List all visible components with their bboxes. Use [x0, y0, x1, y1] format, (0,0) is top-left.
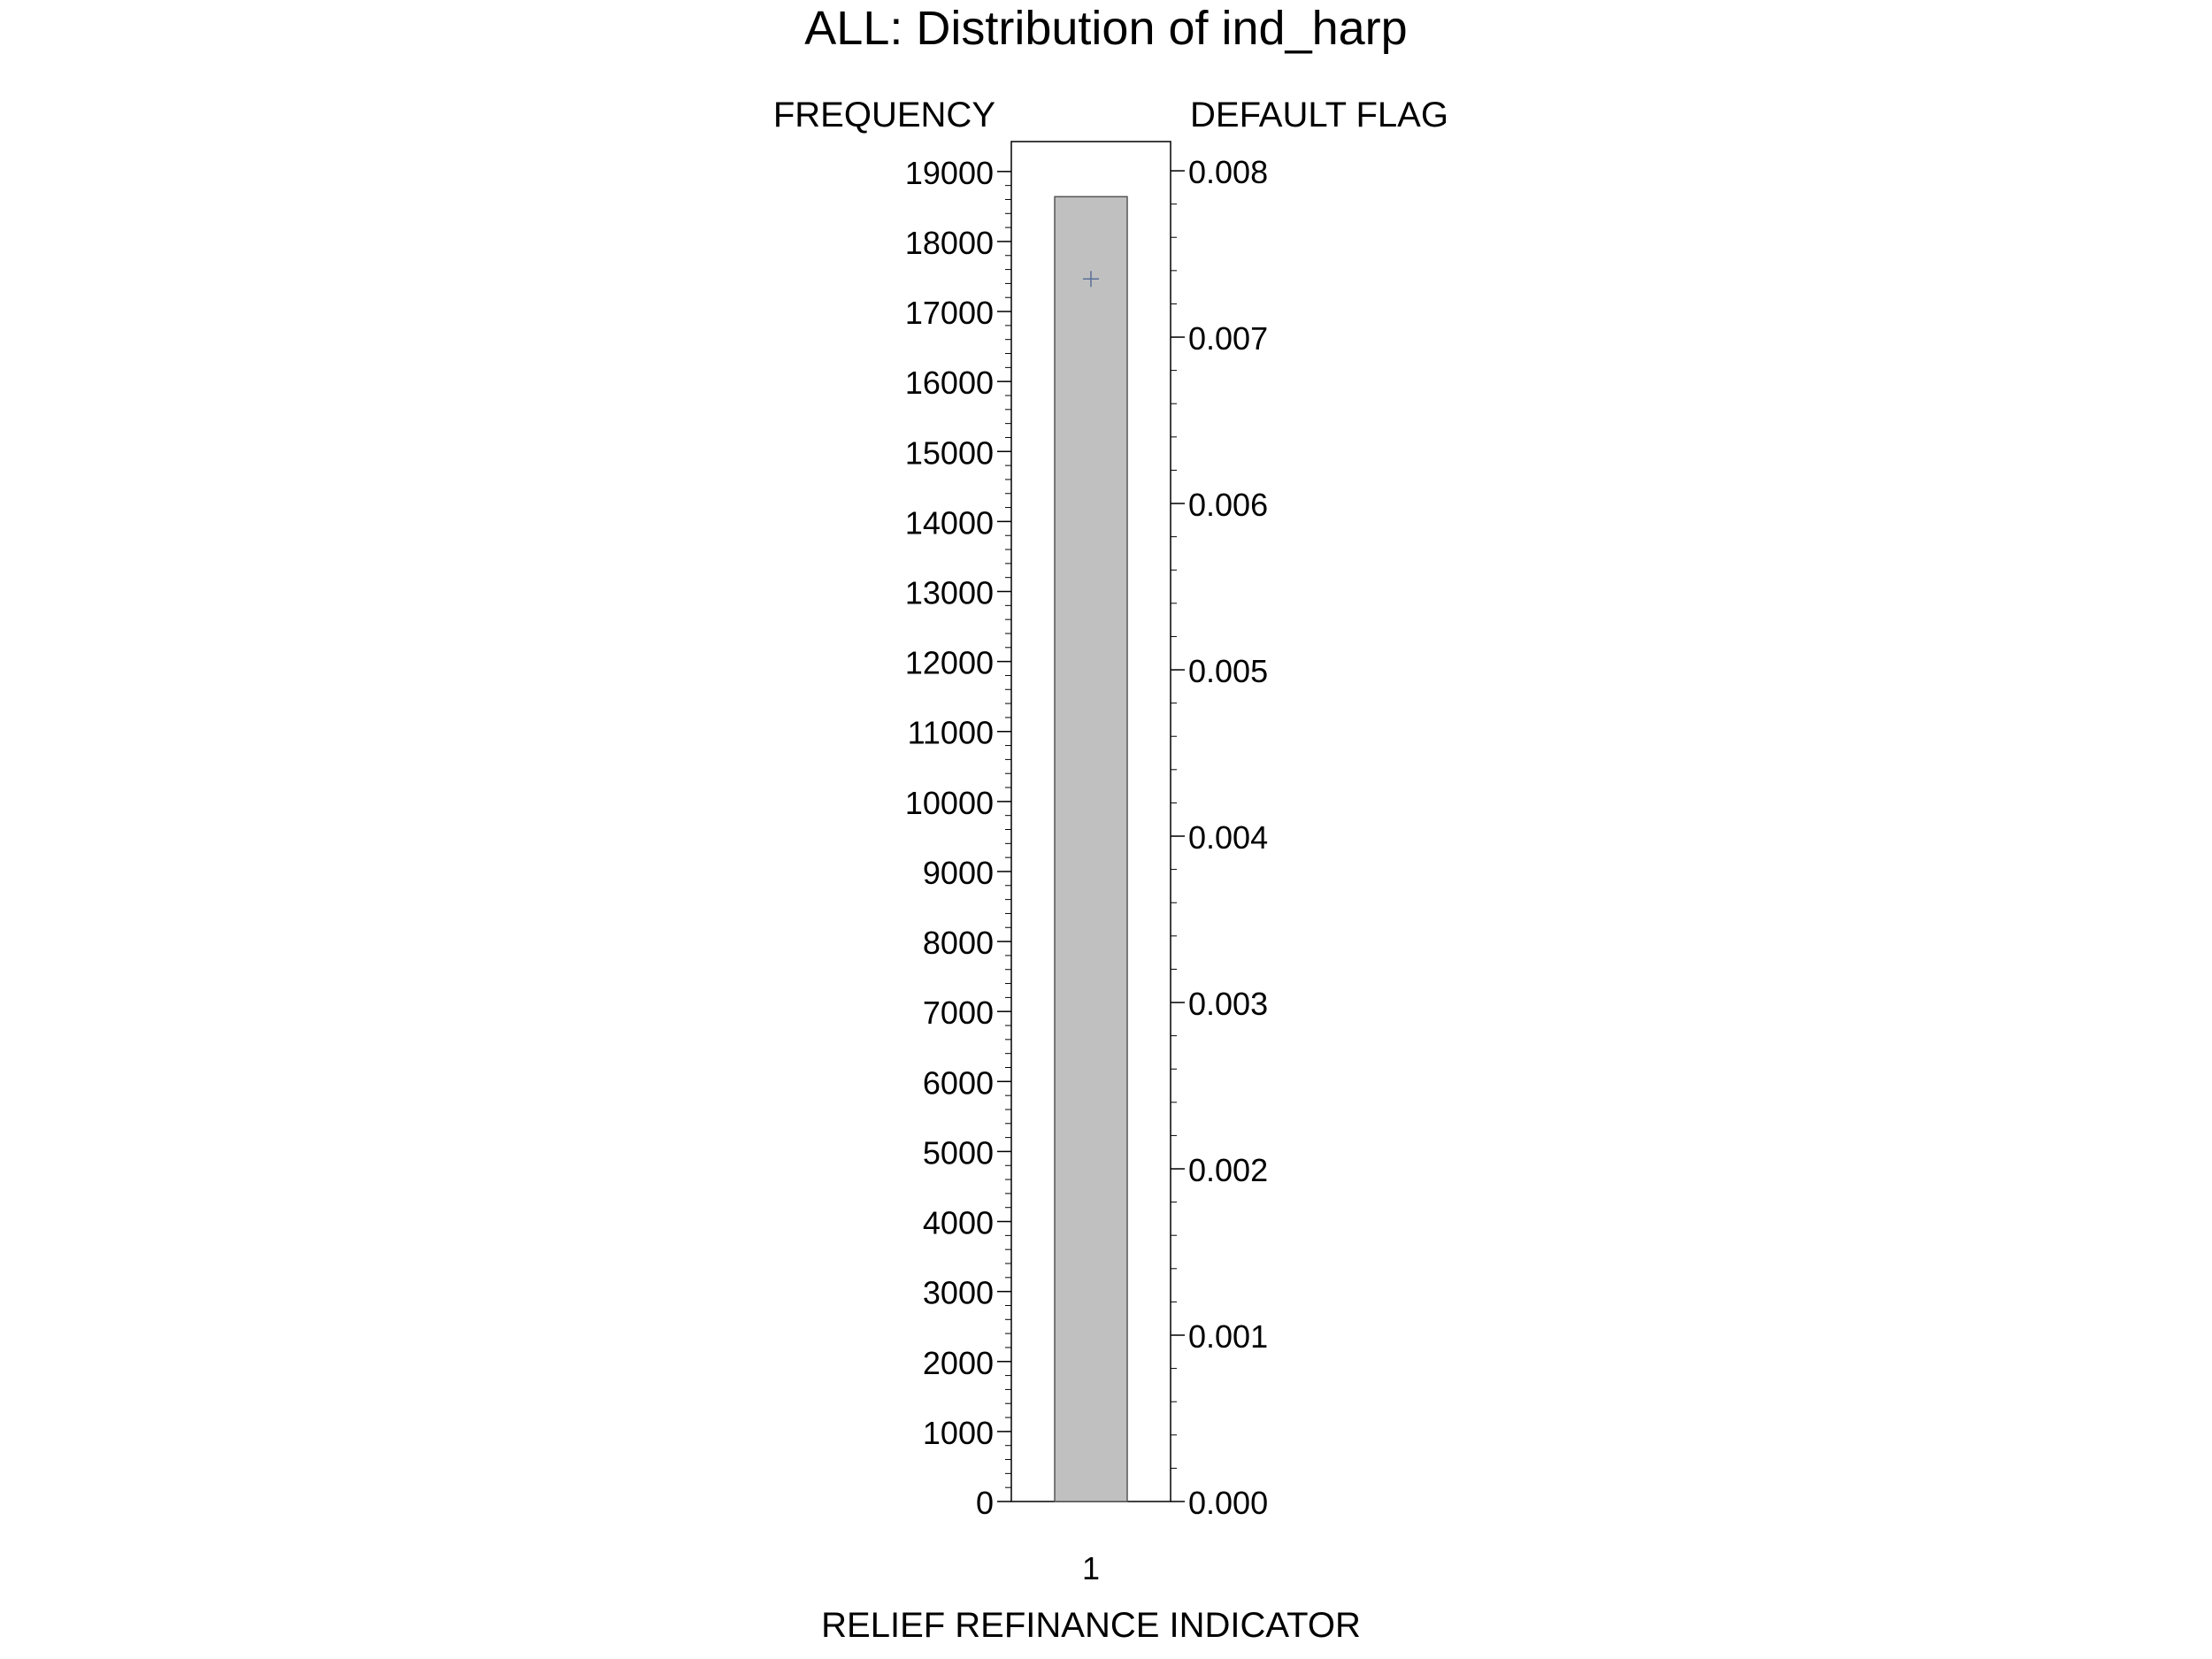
y-tick-label: 3000: [923, 1275, 994, 1311]
y2-axis-label: DEFAULT FLAG: [1190, 96, 1448, 134]
y-tick-label: 2000: [923, 1345, 994, 1381]
y2-tick-label: 0.001: [1188, 1318, 1268, 1355]
y2-tick-label: 0.006: [1188, 487, 1268, 523]
y-axis-label: FREQUENCY: [773, 96, 995, 134]
y-tick-label: 13000: [905, 575, 994, 611]
y-tick-label: 16000: [905, 365, 994, 401]
y2-tick-label: 0.000: [1188, 1485, 1268, 1521]
y-tick-label: 14000: [905, 504, 994, 541]
y2-axis: 0.000 0.001 0.002 0.003 0.004 0.005 0.006 0.007…: [1171, 154, 1268, 1521]
x-axis-label: RELIEF REFINANCE INDICATOR: [821, 1606, 1361, 1645]
bar: [1054, 196, 1128, 1502]
y-tick-label: 12000: [905, 645, 994, 681]
y2-tick-label: 0.007: [1188, 320, 1268, 357]
y-axis: 0 1000 2000 3000 4000 5000 6000 7000 8000 9000 100…: [905, 155, 1011, 1521]
bar-series: [1054, 196, 1128, 1502]
y-tick-label: 11000: [908, 715, 994, 751]
y-tick-label: 10000: [905, 785, 994, 821]
y-tick-label: 4000: [923, 1205, 994, 1241]
y2-tick-label: 0.008: [1188, 154, 1268, 190]
y2-tick-label: 0.004: [1188, 819, 1268, 856]
x-tick-label: 1: [1082, 1550, 1100, 1586]
y-tick-label: 18000: [905, 225, 994, 261]
y-tick-label: 8000: [923, 925, 994, 961]
y-tick-label: 7000: [923, 995, 994, 1031]
default-flag-marker: [1083, 271, 1099, 288]
y-tick-label: 0: [976, 1485, 994, 1521]
chart-title: ALL: Distribution of ind_harp: [804, 2, 1407, 55]
y-tick-label: 6000: [923, 1064, 994, 1101]
y-tick-label: 15000: [905, 434, 994, 471]
y-tick-label: 1000: [923, 1415, 994, 1451]
default-flag-series: [1083, 271, 1099, 288]
x-axis: 1: [1082, 1550, 1100, 1586]
y2-tick-label: 0.005: [1188, 653, 1268, 689]
y-tick-label: 17000: [905, 295, 994, 331]
y2-tick-label: 0.003: [1188, 986, 1268, 1022]
y-tick-label: 5000: [923, 1134, 994, 1171]
y-tick-label: 19000: [905, 155, 994, 191]
y-tick-label: 9000: [923, 855, 994, 891]
y2-tick-label: 0.002: [1188, 1152, 1268, 1188]
